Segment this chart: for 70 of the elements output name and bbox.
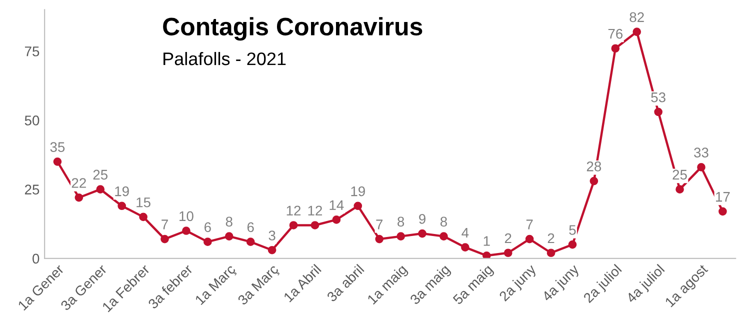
point [697, 163, 706, 172]
data-label: 5 [569, 225, 576, 235]
data-label: 3 [268, 230, 276, 240]
data-label: 33 [694, 148, 708, 158]
data-label: 7 [376, 220, 383, 230]
point [74, 193, 84, 202]
y-tick-label: 50 [24, 116, 40, 126]
point [354, 202, 362, 210]
data-label: 6 [247, 222, 254, 232]
point [310, 221, 320, 230]
point [246, 238, 255, 246]
data-label: 12 [286, 206, 301, 216]
data-label: 14 [330, 200, 344, 210]
data-label: 8 [398, 216, 404, 227]
point [525, 234, 534, 244]
point [718, 207, 727, 216]
point [118, 202, 126, 210]
point [654, 108, 662, 116]
data-label: 1 [484, 236, 490, 246]
data-label: 19 [351, 186, 365, 196]
y-tick-label: 25 [24, 184, 40, 194]
data-label: 8 [440, 216, 447, 227]
point [332, 216, 341, 224]
point [461, 243, 470, 252]
point [546, 248, 556, 258]
point [160, 234, 169, 244]
data-label: 76 [608, 28, 623, 39]
y-tick-label: 0 [32, 254, 40, 264]
y-tick-label: 75 [24, 46, 40, 56]
point [590, 176, 598, 186]
data-label: 17 [716, 192, 730, 202]
point [611, 44, 620, 53]
data-label: 9 [419, 214, 426, 224]
point [268, 246, 276, 254]
point [440, 232, 448, 240]
data-label: 2 [548, 233, 554, 244]
point [482, 251, 491, 258]
data-label: 53 [651, 92, 666, 102]
point [568, 240, 577, 249]
point [204, 238, 212, 246]
data-label: 35 [50, 142, 65, 152]
data-label: 2 [504, 233, 512, 244]
text: Palafolls - 2021 [164, 52, 286, 66]
point [504, 248, 512, 258]
point [418, 229, 426, 238]
data-label: 7 [526, 220, 533, 230]
data-label: 25 [93, 170, 108, 180]
data-label: 7 [162, 220, 168, 230]
data-label: 19 [115, 186, 129, 196]
point [224, 232, 234, 240]
point [96, 185, 105, 194]
point [182, 226, 190, 235]
data-label: 6 [204, 222, 211, 232]
chart-title: Contagis Coronavirus [163, 17, 422, 41]
data-label: 12 [308, 206, 322, 216]
data-label: 15 [136, 198, 150, 208]
data-label: 8 [226, 216, 232, 227]
point [676, 185, 684, 194]
data-label: 10 [180, 211, 194, 222]
data-label: 28 [586, 162, 602, 172]
data-label: 4 [462, 228, 469, 238]
data-label: 25 [672, 170, 687, 180]
data-label: 22 [72, 178, 86, 188]
point [632, 28, 642, 36]
point [396, 232, 405, 240]
data-label: 82 [630, 12, 644, 22]
point [375, 234, 384, 244]
point [139, 212, 148, 222]
point [289, 221, 298, 230]
point [53, 158, 62, 166]
